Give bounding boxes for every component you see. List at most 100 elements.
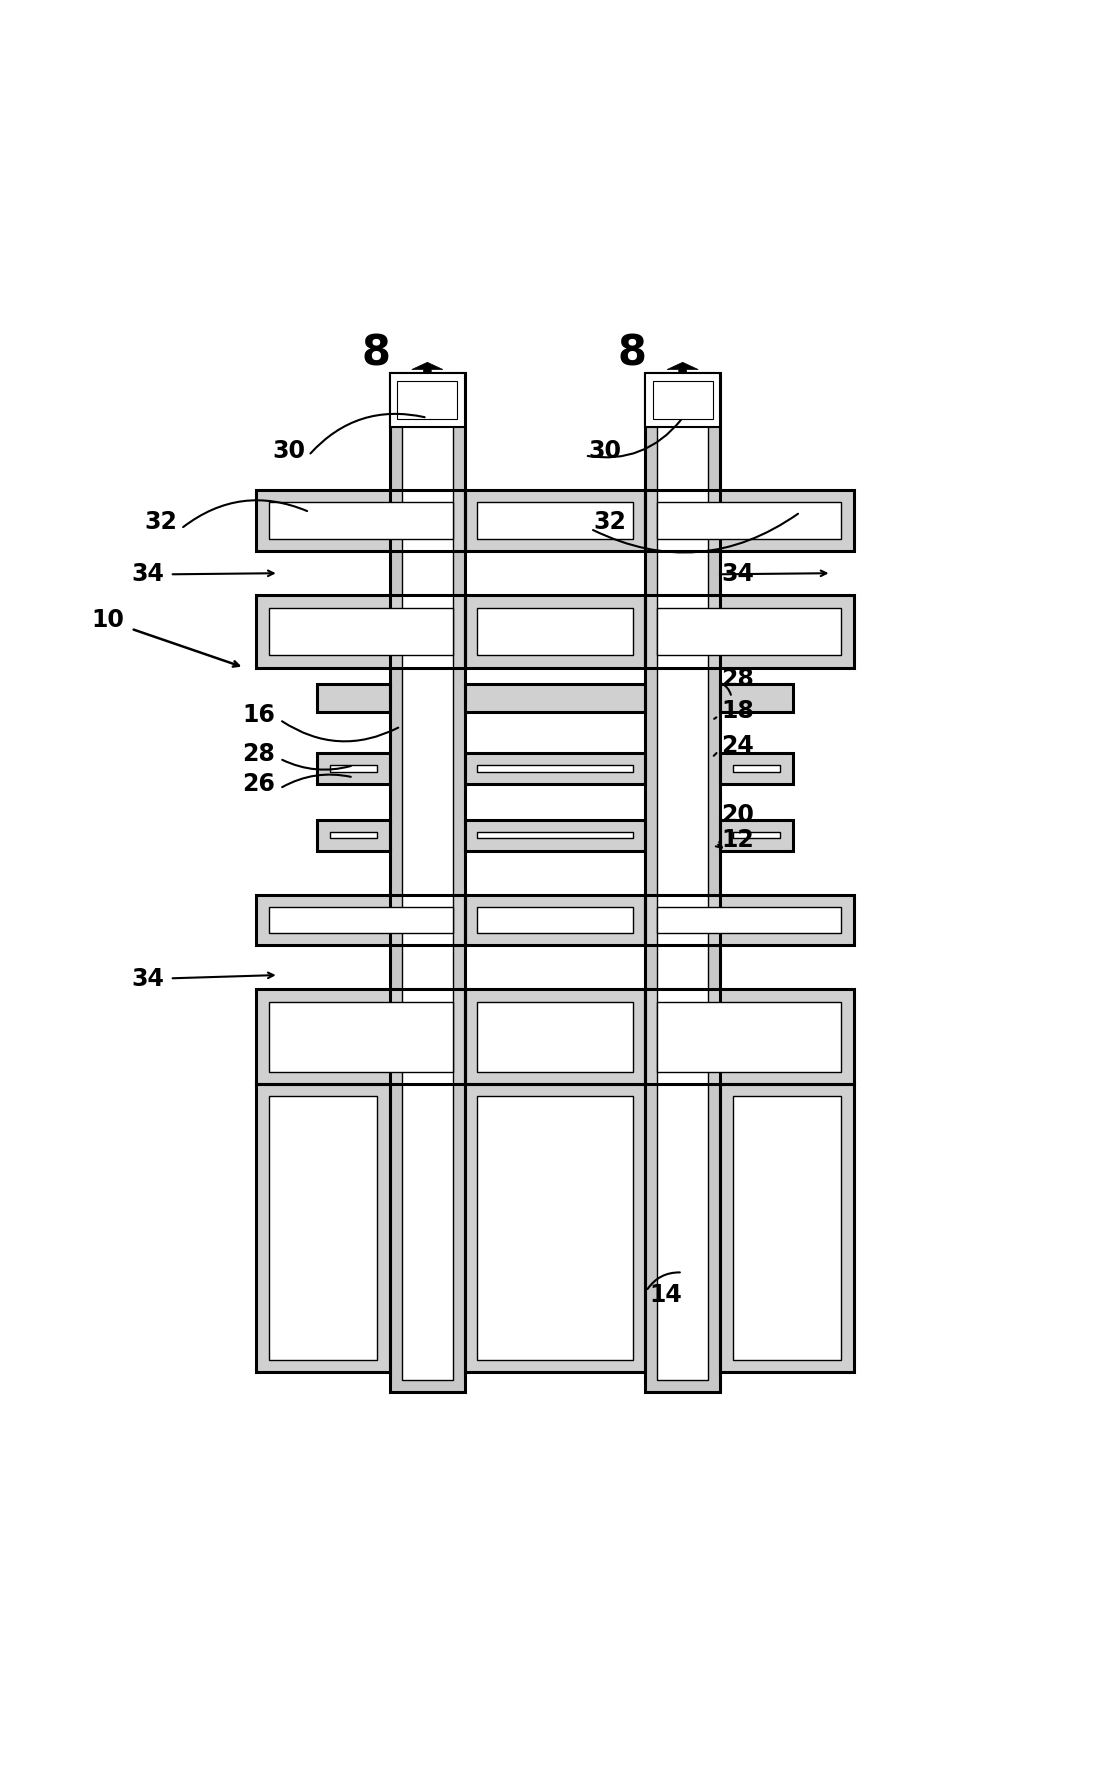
Text: 24: 24: [722, 734, 755, 758]
Bar: [465, 596, 645, 668]
Bar: [256, 990, 465, 1084]
Bar: [733, 1096, 841, 1360]
Text: 28: 28: [722, 667, 755, 691]
Bar: [477, 766, 633, 773]
Text: 8: 8: [617, 332, 646, 375]
Bar: [720, 820, 793, 850]
Bar: [657, 1002, 841, 1071]
Bar: [390, 373, 465, 426]
Bar: [477, 1002, 633, 1071]
Bar: [465, 684, 645, 713]
Bar: [465, 490, 645, 552]
Bar: [477, 608, 633, 656]
Text: 34: 34: [722, 562, 755, 587]
Bar: [733, 766, 780, 773]
Bar: [465, 1084, 645, 1372]
Bar: [465, 990, 645, 1084]
Bar: [657, 608, 841, 656]
Bar: [465, 895, 645, 946]
Bar: [256, 490, 465, 552]
Polygon shape: [667, 362, 698, 373]
Bar: [477, 1096, 633, 1360]
Bar: [657, 907, 841, 934]
Text: 10: 10: [91, 608, 124, 631]
Bar: [397, 382, 457, 419]
Text: 18: 18: [722, 698, 755, 723]
Bar: [477, 502, 633, 539]
Bar: [465, 990, 645, 1084]
Bar: [657, 608, 841, 656]
Bar: [477, 831, 633, 838]
Bar: [720, 753, 793, 783]
Bar: [653, 382, 713, 419]
Bar: [269, 1002, 453, 1071]
Bar: [317, 820, 390, 850]
Bar: [269, 608, 453, 656]
Bar: [645, 373, 720, 1393]
Bar: [269, 502, 453, 539]
Text: 32: 32: [594, 511, 627, 534]
Bar: [720, 684, 793, 713]
Bar: [256, 895, 465, 946]
Bar: [645, 596, 854, 668]
Bar: [645, 490, 854, 552]
Bar: [256, 490, 465, 552]
Bar: [477, 502, 633, 539]
Bar: [657, 502, 841, 539]
Bar: [733, 1096, 841, 1360]
Bar: [465, 895, 645, 946]
Bar: [465, 490, 645, 552]
Bar: [397, 382, 457, 419]
Polygon shape: [412, 362, 443, 373]
Bar: [477, 907, 633, 934]
Bar: [733, 831, 780, 838]
Bar: [657, 502, 841, 539]
Text: 12: 12: [722, 827, 755, 852]
Bar: [256, 1084, 390, 1372]
Bar: [465, 820, 645, 850]
Bar: [720, 753, 793, 783]
Text: 16: 16: [242, 704, 275, 727]
Bar: [330, 766, 377, 773]
Bar: [653, 382, 713, 419]
Bar: [269, 608, 453, 656]
Text: 30: 30: [272, 438, 305, 463]
Bar: [645, 490, 854, 552]
Bar: [465, 753, 645, 783]
Bar: [657, 385, 708, 1381]
Bar: [269, 1096, 377, 1360]
Bar: [256, 596, 465, 668]
Bar: [256, 990, 465, 1084]
Bar: [645, 373, 720, 1393]
Bar: [645, 895, 854, 946]
Text: 28: 28: [242, 743, 275, 766]
Text: 32: 32: [144, 511, 178, 534]
Bar: [402, 385, 453, 1381]
Bar: [269, 1002, 453, 1071]
Bar: [256, 895, 465, 946]
Bar: [269, 907, 453, 934]
Bar: [645, 373, 720, 426]
Bar: [317, 753, 390, 783]
Bar: [269, 1096, 377, 1360]
Bar: [477, 608, 633, 656]
Bar: [645, 990, 854, 1084]
Bar: [390, 373, 465, 1393]
Bar: [465, 820, 645, 850]
Text: 8: 8: [362, 332, 391, 375]
Text: 34: 34: [131, 967, 164, 992]
Bar: [317, 820, 390, 850]
Bar: [317, 753, 390, 783]
Bar: [330, 831, 377, 838]
Bar: [317, 684, 390, 713]
Bar: [657, 907, 841, 934]
Bar: [477, 907, 633, 934]
Text: 14: 14: [649, 1284, 683, 1307]
Bar: [657, 1002, 841, 1071]
Bar: [390, 373, 465, 1393]
Bar: [390, 373, 465, 426]
Text: 26: 26: [242, 773, 275, 796]
Bar: [733, 766, 780, 773]
Bar: [477, 831, 633, 838]
Bar: [330, 831, 377, 838]
